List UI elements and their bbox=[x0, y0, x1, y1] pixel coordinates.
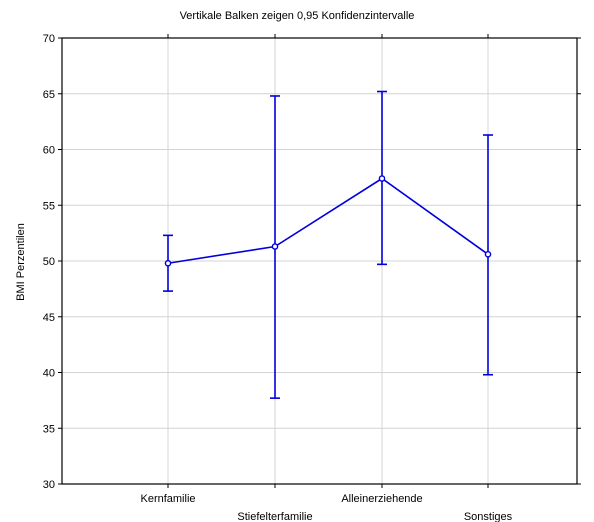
y-tick-label: 40 bbox=[43, 368, 55, 380]
series-line bbox=[167, 177, 489, 265]
series-layer bbox=[163, 90, 493, 399]
x-tick-label: Kernfamilie bbox=[140, 493, 195, 505]
plot-frame bbox=[61, 37, 578, 485]
x-tick-label: Stiefelterfamilie bbox=[237, 511, 312, 522]
data-point bbox=[164, 259, 172, 267]
y-tick-labels: 30 35 40 45 50 55 60 65 70 bbox=[43, 33, 55, 491]
data-point bbox=[271, 243, 279, 250]
y-tick-label: 60 bbox=[43, 145, 55, 157]
chart-title: Vertikale Balken zeigen 0,95 Konfidenzin… bbox=[180, 10, 415, 22]
data-point bbox=[484, 251, 492, 258]
y-tick-label: 55 bbox=[43, 200, 55, 212]
y-tick-label: 50 bbox=[43, 256, 55, 268]
axis-ticks bbox=[58, 34, 581, 488]
x-tick-label: Sonstiges bbox=[464, 511, 513, 522]
y-tick-label: 30 bbox=[43, 479, 55, 491]
x-tick-labels: Kernfamilie Stiefelterfamilie Alleinerzieh… bbox=[140, 493, 512, 522]
grid-lines bbox=[62, 38, 577, 484]
data-point bbox=[378, 175, 386, 182]
y-axis-label: BMI Perzentilen bbox=[15, 223, 27, 301]
y-tick-label: 70 bbox=[43, 33, 55, 45]
x-tick-label: Alleinerziehende bbox=[341, 493, 422, 505]
y-tick-label: 65 bbox=[43, 89, 55, 101]
y-tick-label: 35 bbox=[43, 423, 55, 435]
y-tick-label: 45 bbox=[43, 312, 55, 324]
